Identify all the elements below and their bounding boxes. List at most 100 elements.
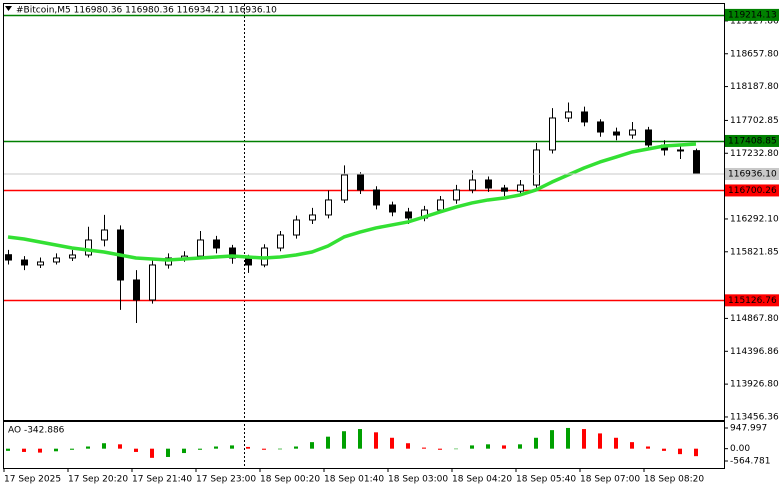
x-tick-label: 18 Sep 00:20 <box>260 475 320 485</box>
y-tick-label: 114867.80 <box>730 314 779 324</box>
y-tick-label: 113456.36 <box>730 412 779 422</box>
ao-bar <box>598 433 602 449</box>
price-label: 119214.13 <box>728 10 777 20</box>
indicator-title: AO -342.886 <box>8 426 65 436</box>
candle-body <box>341 174 348 201</box>
price-label: 115126.76 <box>728 296 777 306</box>
ao-bar <box>422 447 426 449</box>
candle-body <box>677 149 684 152</box>
candle-body <box>245 257 252 266</box>
ao-bar <box>614 437 618 449</box>
ao-bar <box>646 446 650 449</box>
candle-body <box>325 199 332 216</box>
candle-body <box>693 150 700 175</box>
candle-body <box>469 179 476 191</box>
chart-title: #Bitcoin,M5 116980.36 116980.36 116934.2… <box>16 6 277 16</box>
ao-bar <box>278 448 282 450</box>
candle-body <box>389 204 396 213</box>
candle-body <box>309 214 316 221</box>
ao-bar <box>678 448 682 455</box>
candle-body <box>597 121 604 133</box>
candle-body <box>565 111 572 119</box>
x-tick-label: 17 Sep 21:40 <box>132 475 192 485</box>
x-tick-label: 17 Sep 20:20 <box>68 475 128 485</box>
ao-bar <box>214 446 218 449</box>
ao-bar <box>662 448 666 451</box>
ao-bar <box>182 448 186 454</box>
x-tick-label: 17 Sep 2025 <box>4 475 61 485</box>
candle-body <box>213 239 220 249</box>
ao-bar <box>150 448 154 458</box>
ao-bar <box>390 437 394 449</box>
ao-bar <box>694 448 698 457</box>
candle-body <box>21 259 28 266</box>
candle-body <box>405 211 412 219</box>
ao-bar <box>582 429 586 449</box>
ao-bar <box>358 429 362 449</box>
y-tick-label: 119127.86 <box>730 16 779 26</box>
x-tick-label: 17 Sep 23:00 <box>196 475 256 485</box>
candle-body <box>629 129 636 136</box>
ao-bar <box>134 448 138 452</box>
ao-bar <box>262 448 266 450</box>
ao-bar <box>22 448 26 452</box>
ao-bar <box>550 430 554 449</box>
x-tick-label: 18 Sep 03:00 <box>388 475 448 485</box>
candle-body <box>277 234 284 249</box>
candle-body <box>453 189 460 201</box>
ao-bar <box>102 443 106 449</box>
y-tick-label: 118187.80 <box>730 82 779 92</box>
y-tick-label: 115821.85 <box>730 247 779 257</box>
y-tick-label: 114396.86 <box>730 347 779 357</box>
ao-bar <box>342 431 346 449</box>
ao-bar <box>518 444 522 449</box>
price-label-box <box>725 184 779 197</box>
candle-body <box>645 129 652 146</box>
ao-bar <box>294 446 298 449</box>
candle-body <box>293 219 300 236</box>
candle-body <box>485 179 492 189</box>
price-label: 116936.10 <box>728 169 777 179</box>
ao-bar <box>502 445 506 449</box>
ao-bar <box>38 448 42 453</box>
ao-bar <box>246 446 250 449</box>
ao-bar <box>438 448 442 450</box>
ao-bar <box>566 427 570 449</box>
x-tick-label: 18 Sep 08:20 <box>644 475 704 485</box>
ao-bar <box>470 445 474 449</box>
ao-bar <box>118 444 122 449</box>
candle-body <box>373 189 380 206</box>
candle-body <box>85 239 92 256</box>
x-tick-label: 18 Sep 07:00 <box>580 475 640 485</box>
y-tick-label: 117232.80 <box>730 149 779 159</box>
ao-bar <box>310 442 314 449</box>
candle-body <box>5 254 12 261</box>
ao-bar <box>6 448 10 451</box>
ao-bar <box>454 448 458 450</box>
y-tick-label: 118657.80 <box>730 49 779 59</box>
ao-bar <box>630 442 634 449</box>
collapse-icon <box>5 6 12 11</box>
candle-body <box>517 184 524 192</box>
candle-body <box>229 247 236 259</box>
ao-bar <box>70 448 74 450</box>
candle-body <box>133 279 140 301</box>
indicator-y-tick-label: 0.00 <box>730 444 750 454</box>
price-label-box <box>725 294 779 307</box>
ao-bar <box>406 443 410 449</box>
price-label-box <box>725 167 779 180</box>
price-label: 116700.26 <box>728 186 777 196</box>
indicator-y-tick-label: 947.997 <box>730 424 767 434</box>
moving-average <box>7 142 697 262</box>
x-tick-label: 18 Sep 05:40 <box>516 475 576 485</box>
ao-bar <box>54 448 58 452</box>
candle-body <box>437 199 444 211</box>
ao-bar <box>166 448 170 457</box>
y-tick-label: 113926.80 <box>730 380 779 390</box>
candle-body <box>69 254 76 259</box>
y-tick-label: 116292.10 <box>730 214 779 224</box>
candle-body <box>549 117 556 151</box>
candle-body <box>53 257 60 263</box>
ao-bar <box>230 445 234 449</box>
